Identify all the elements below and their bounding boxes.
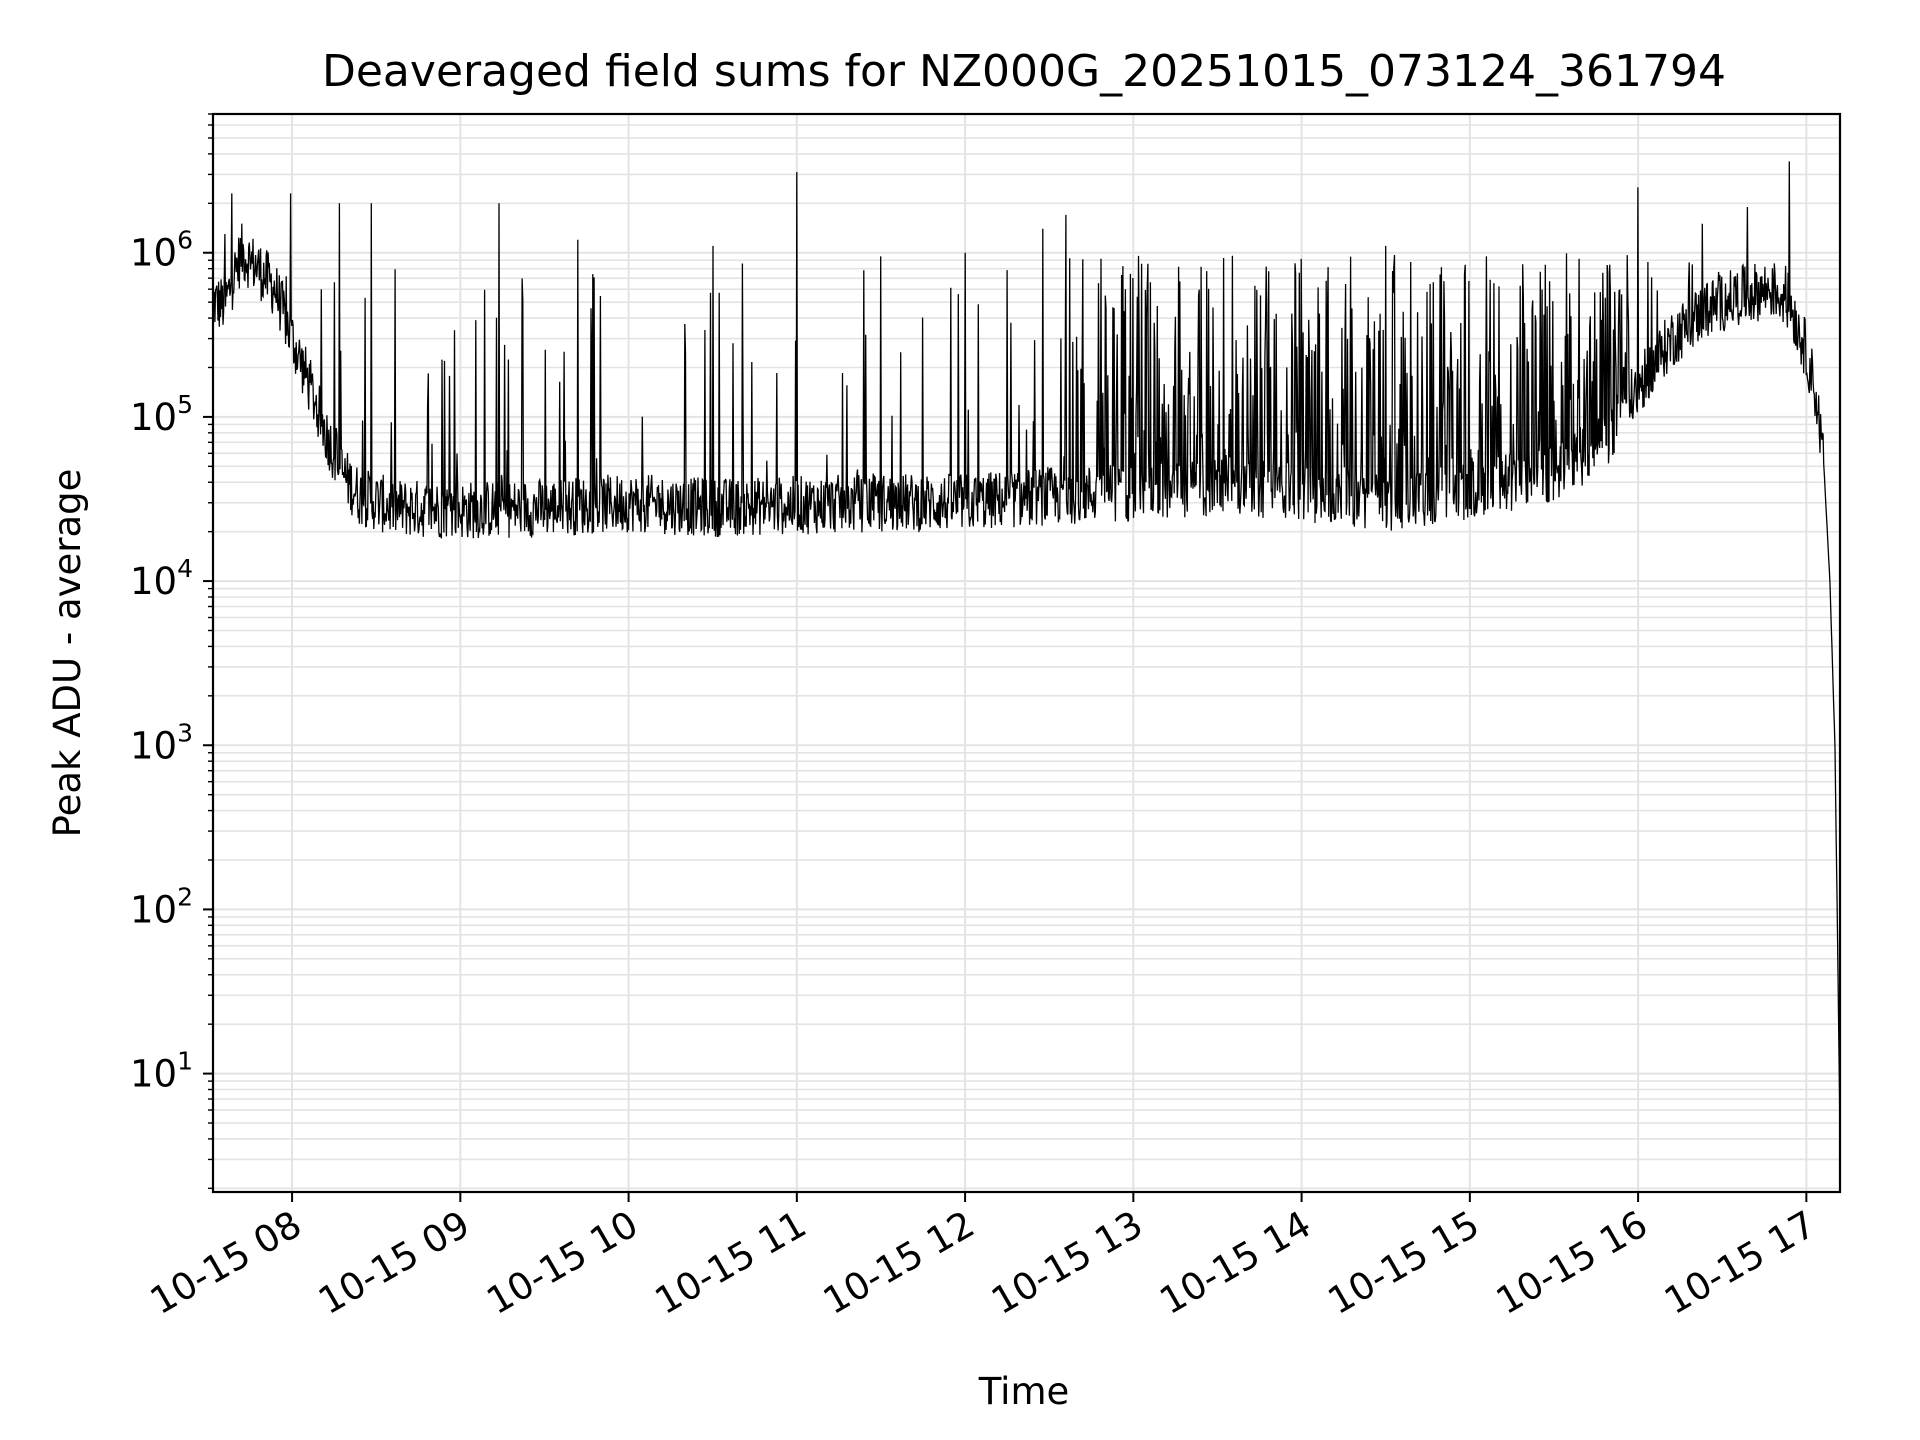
- x-axis-label: Time: [978, 1370, 1070, 1413]
- y-tick-label: 103: [130, 718, 193, 767]
- y-tick-label: 104: [130, 554, 193, 603]
- y-tick-label: 101: [130, 1047, 193, 1096]
- y-tick-label: 105: [130, 390, 193, 439]
- y-tick-label: 102: [130, 882, 193, 931]
- y-tick-label: 106: [130, 226, 193, 275]
- plot-frame: [211, 112, 1842, 1194]
- plot-area: [212, 161, 1841, 1139]
- series-line-field-sums: [212, 161, 1841, 1139]
- y-axis: 101 102 103 104 105 106: [130, 113, 213, 1190]
- y-axis-label: Peak ADU - average: [46, 469, 89, 838]
- chart-title: Deaveraged field sums for NZ000G_2025101…: [322, 46, 1726, 97]
